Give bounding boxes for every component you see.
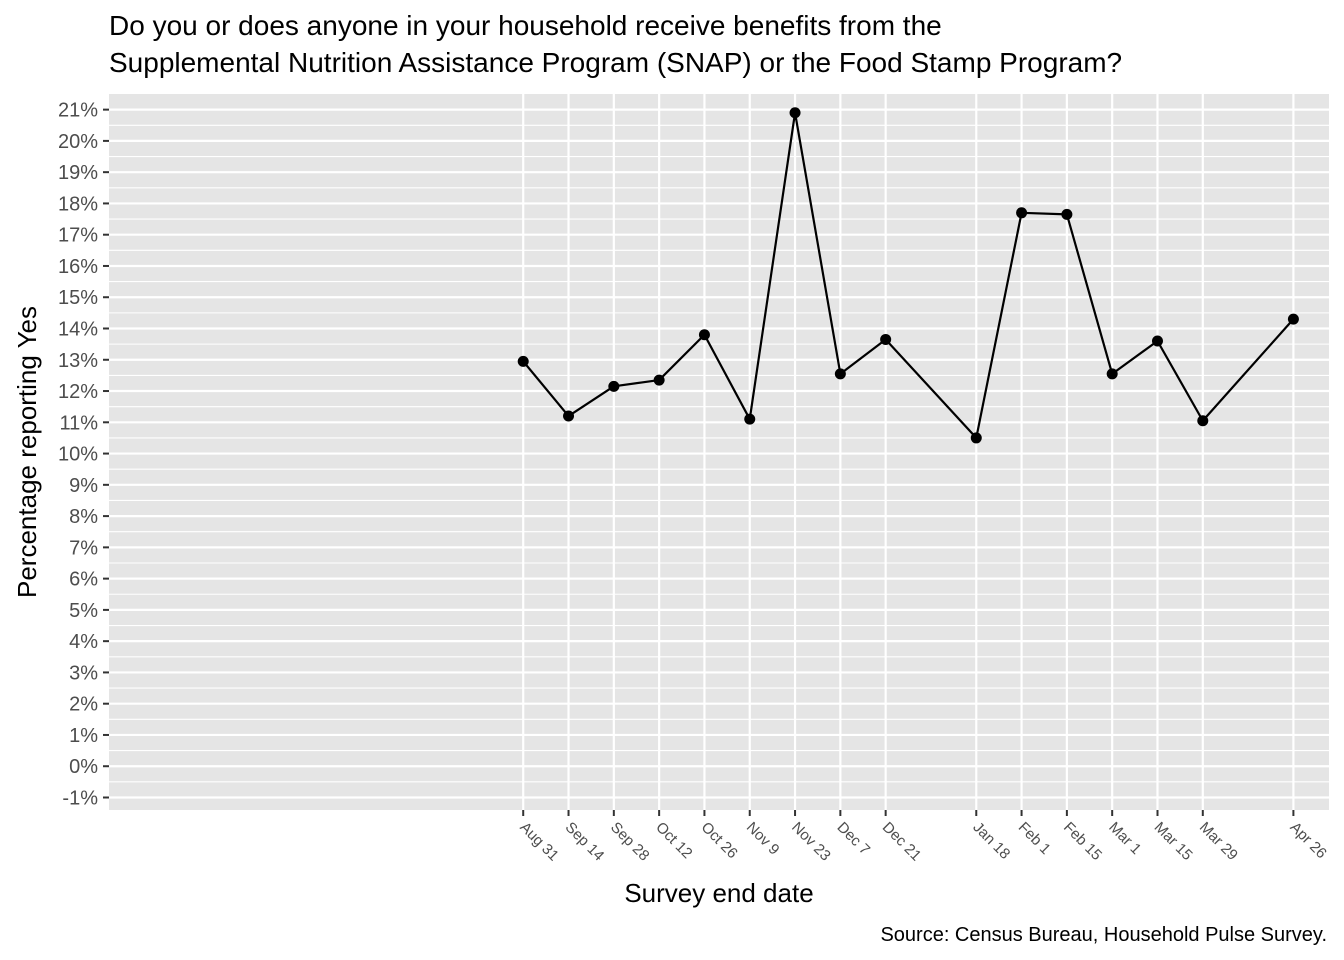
y-tick-label: 14% xyxy=(58,318,98,340)
data-line xyxy=(522,111,1295,440)
data-point xyxy=(1287,313,1299,325)
y-tick-label: 5% xyxy=(69,600,98,622)
chart-title-line-1: Do you or does anyone in your household … xyxy=(109,10,942,41)
y-tick-label: 0% xyxy=(69,756,98,778)
data-point xyxy=(834,368,846,380)
x-axis: Aug 31 Sep 14 Sep 28 Oct 12 Oct 26 Nov 9 Nov 2… xyxy=(516,810,1330,865)
y-tick-label: 9% xyxy=(69,475,98,497)
data-point xyxy=(653,374,665,386)
data-point xyxy=(517,355,529,367)
y-tick-label: 13% xyxy=(58,350,98,372)
x-tick-label: Mar 29 xyxy=(1196,819,1241,864)
x-tick-label: Oct 12 xyxy=(652,819,695,862)
x-tick-label: Feb 15 xyxy=(1060,819,1105,864)
data-point xyxy=(1106,368,1118,380)
data-point xyxy=(880,333,892,345)
y-tick-label: -1% xyxy=(62,787,98,809)
data-point xyxy=(563,410,575,422)
x-tick-label: Mar 1 xyxy=(1105,819,1144,858)
x-tick-label: Sep 14 xyxy=(562,819,608,865)
data-point xyxy=(1197,415,1209,427)
x-tick-label: Sep 28 xyxy=(607,819,653,865)
plot-background xyxy=(109,94,1329,810)
y-tick-label: 16% xyxy=(58,256,98,278)
y-tick-label: 6% xyxy=(69,569,98,591)
data-point xyxy=(1016,207,1028,219)
chart-title-line-2: Supplemental Nutrition Assistance Progra… xyxy=(109,47,1122,78)
data-point xyxy=(1151,335,1163,347)
data-point xyxy=(698,329,710,341)
series-line xyxy=(517,107,1299,444)
x-axis-title: Survey end date xyxy=(624,878,813,908)
y-tick-label: 21% xyxy=(58,100,98,122)
source-caption: Source: Census Bureau, Household Pulse S… xyxy=(880,924,1327,946)
y-tick-label: 7% xyxy=(69,537,98,559)
y-tick-label: 17% xyxy=(58,225,98,247)
y-tick-label: 20% xyxy=(58,131,98,153)
y-tick-label: 8% xyxy=(69,506,98,528)
x-tick-label: Jan 18 xyxy=(969,819,1013,863)
x-tick-label: Aug 31 xyxy=(516,819,562,865)
data-point xyxy=(1061,208,1073,220)
y-tick-label: 1% xyxy=(69,725,98,747)
y-axis-title: Percentage reporting Yes xyxy=(12,306,42,598)
y-tick-label: 10% xyxy=(58,444,98,466)
x-tick-label: Nov 23 xyxy=(788,819,834,865)
x-tick-label: Apr 26 xyxy=(1287,819,1330,862)
y-tick-label: 15% xyxy=(58,287,98,309)
y-tick-label: 11% xyxy=(59,412,98,434)
data-point xyxy=(744,413,756,425)
x-tick-label: Feb 1 xyxy=(1015,819,1054,858)
y-tick-label: 18% xyxy=(58,193,98,215)
y-tick-label: 3% xyxy=(69,662,98,684)
data-point xyxy=(789,107,801,119)
x-tick-label: Mar 15 xyxy=(1151,819,1196,864)
data-point xyxy=(608,380,620,392)
y-axis: -1% 0% 1% 2% 3% 4% 5% 6% 7% 8% 9% 10% 11% 12% 13% 14% 15… xyxy=(58,100,109,809)
grid xyxy=(109,94,1329,810)
x-tick-label: Nov 9 xyxy=(743,819,783,859)
y-tick-label: 4% xyxy=(69,631,98,653)
x-tick-label: Dec 7 xyxy=(834,819,874,859)
y-tick-label: 2% xyxy=(69,694,98,716)
y-tick-label: 19% xyxy=(58,162,98,184)
x-tick-label: Dec 21 xyxy=(879,819,925,865)
x-tick-label: Oct 26 xyxy=(698,819,741,862)
y-tick-label: 12% xyxy=(58,381,98,403)
data-point xyxy=(970,432,982,444)
